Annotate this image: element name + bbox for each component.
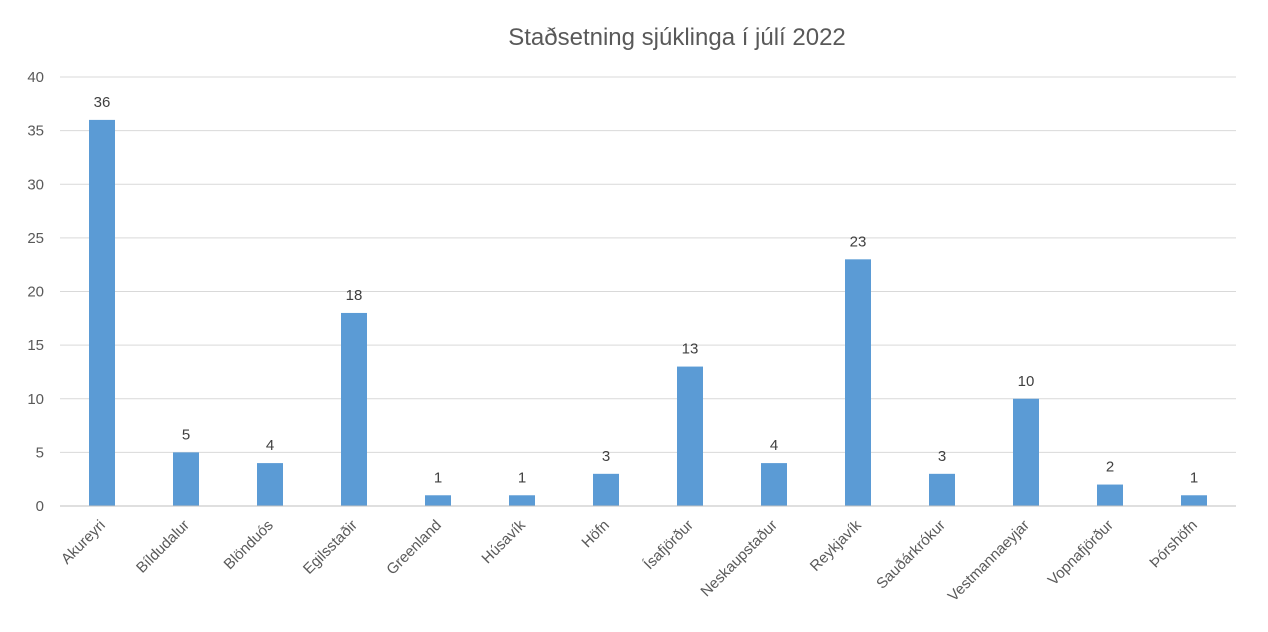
- x-category-label: Vestmannaeyjar: [945, 517, 1033, 605]
- y-tick-label: 20: [27, 284, 44, 301]
- y-tick-label: 25: [27, 230, 44, 247]
- x-category-label: Húsavík: [478, 516, 529, 567]
- x-category-label: Höfn: [578, 517, 612, 551]
- bar: [845, 259, 871, 506]
- data-label: 3: [602, 448, 610, 465]
- x-category-label: Ísafjörður: [641, 517, 697, 573]
- bar: [509, 495, 535, 506]
- data-label: 1: [1190, 469, 1198, 486]
- data-label: 5: [182, 426, 190, 443]
- y-tick-label: 30: [27, 176, 44, 193]
- data-label: 23: [850, 233, 867, 250]
- y-tick-label: 15: [27, 337, 44, 354]
- data-label: 1: [518, 469, 526, 486]
- bar: [677, 366, 703, 506]
- x-category-label: Þórshöfn: [1146, 517, 1200, 571]
- data-label: 2: [1106, 459, 1114, 476]
- bar: [173, 452, 199, 506]
- bar: [593, 473, 619, 506]
- data-label: 36: [94, 94, 111, 111]
- x-axis-categories: Akureyri Bíldudalur Blönduós Egilsstaðir Gre…: [58, 516, 1201, 604]
- data-label: 1: [434, 469, 442, 486]
- data-label: 3: [938, 448, 946, 465]
- data-label: 13: [682, 341, 699, 358]
- bar: [929, 473, 955, 506]
- gridlines: [60, 76, 1236, 453]
- y-tick-label: 35: [27, 123, 44, 140]
- bar: [341, 312, 367, 506]
- x-category-label: Blönduós: [221, 517, 277, 573]
- x-category-label: Reykjavík: [807, 516, 865, 574]
- bar: [761, 463, 787, 506]
- chart-title: Staðsetning sjúklinga í júlí 2022: [508, 24, 846, 51]
- bar: [1097, 484, 1123, 506]
- data-label: 4: [770, 437, 778, 454]
- bar: [1181, 495, 1207, 506]
- bar: [425, 495, 451, 506]
- x-category-label: Greenland: [383, 517, 445, 579]
- x-category-label: Bíldudalur: [133, 517, 193, 577]
- bars: [89, 119, 1207, 507]
- x-category-label: Vopnafjörður: [1045, 517, 1117, 589]
- y-tick-label: 40: [27, 69, 44, 86]
- x-category-label: Neskaupstaður: [697, 517, 780, 600]
- data-label: 4: [266, 437, 274, 454]
- bar: [1013, 398, 1039, 506]
- data-label: 10: [1018, 373, 1035, 390]
- bar: [257, 463, 283, 506]
- data-label: 18: [346, 287, 363, 304]
- y-tick-label: 5: [36, 444, 44, 461]
- y-tick-label: 10: [27, 391, 44, 408]
- x-category-label: Egilsstaðir: [300, 517, 361, 578]
- y-tick-label: 0: [36, 498, 44, 515]
- x-category-label: Sauðárkrókur: [873, 517, 949, 593]
- y-axis-ticks: 0 5 10 15 20 25 30 35 40: [27, 69, 44, 515]
- x-category-label: Akureyri: [58, 517, 109, 568]
- bar: [89, 119, 115, 507]
